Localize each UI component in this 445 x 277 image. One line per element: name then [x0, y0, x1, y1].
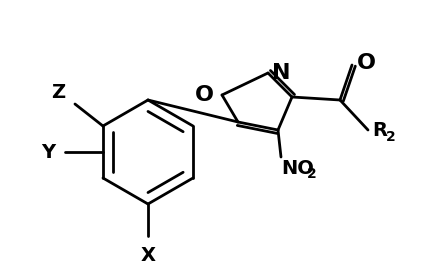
Text: O: O [195, 85, 214, 105]
Text: N: N [272, 63, 291, 83]
Text: 2: 2 [307, 167, 317, 181]
Text: R: R [372, 120, 387, 140]
Text: O: O [357, 53, 376, 73]
Text: X: X [141, 246, 155, 265]
Text: 2: 2 [386, 130, 396, 144]
Text: Y: Y [41, 142, 55, 161]
Text: NO: NO [281, 160, 314, 178]
Text: Z: Z [51, 83, 65, 102]
